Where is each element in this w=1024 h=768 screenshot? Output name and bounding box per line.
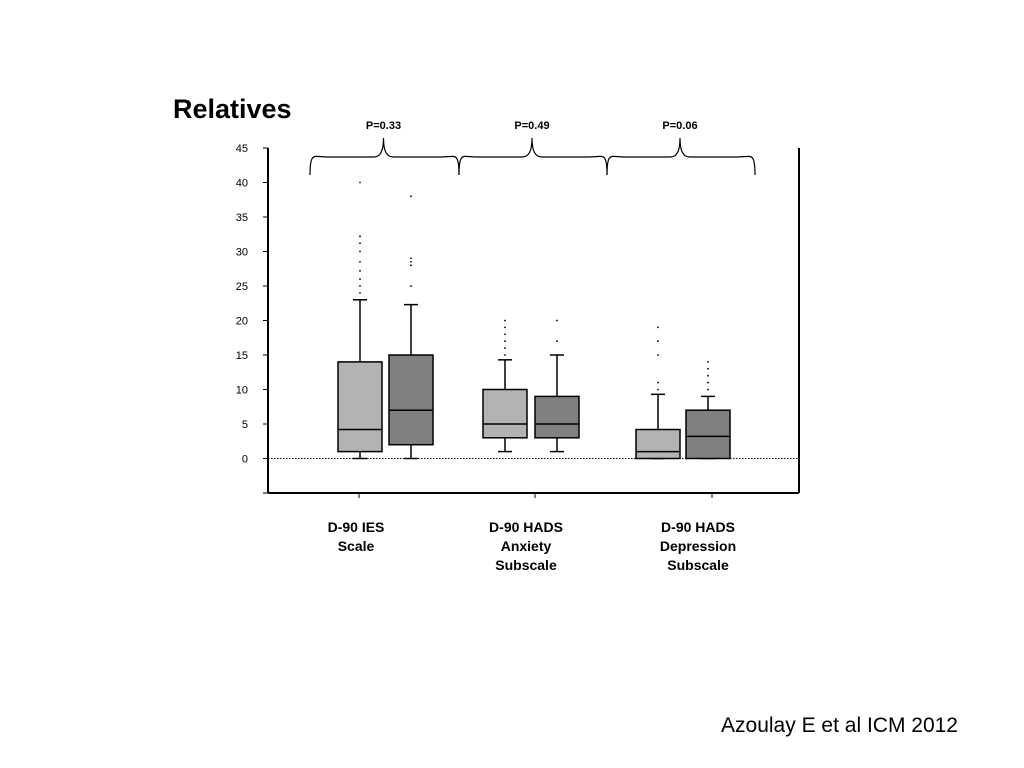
outlier-point <box>359 242 361 245</box>
outlier-point <box>707 381 709 384</box>
box-iqr <box>388 354 434 446</box>
y-tick-label: 35 <box>236 212 248 224</box>
outlier-point <box>657 381 659 384</box>
outlier-point <box>504 319 506 322</box>
outlier-point <box>707 374 709 377</box>
y-tick-label: 40 <box>236 178 248 190</box>
outlier-point <box>657 326 659 329</box>
outlier-point <box>359 292 361 294</box>
box-iqr <box>685 409 731 460</box>
outlier-point <box>504 333 506 336</box>
y-tick-label: 15 <box>236 350 248 362</box>
slide-title: Relatives <box>173 94 292 124</box>
outlier-point <box>359 278 361 280</box>
outlier-point <box>657 340 659 343</box>
outlier-point <box>359 250 361 253</box>
outlier-point <box>359 285 361 287</box>
category-label-hads-depression: D-90 HADS Depression Subscale <box>659 519 737 573</box>
outlier-point <box>410 264 412 267</box>
outlier-point <box>657 354 659 356</box>
p-value-label: P=0.49 <box>514 120 549 132</box>
box-iqr <box>534 395 580 439</box>
y-tick-label: 45 <box>236 143 248 155</box>
p-value-label: P=0.33 <box>366 120 401 132</box>
outlier-point <box>504 354 506 356</box>
comparison-brace <box>309 137 460 176</box>
y-tick-label: 5 <box>242 419 248 431</box>
outlier-point <box>556 319 558 322</box>
outlier-point <box>410 285 412 287</box>
comparison-brace <box>606 137 756 176</box>
y-tick-label: 25 <box>236 281 248 293</box>
outlier-point <box>410 195 412 198</box>
outlier-point <box>556 340 558 343</box>
outlier-point <box>359 181 361 184</box>
category-label-ies: D-90 IES Scale <box>327 519 385 554</box>
outlier-point <box>359 235 361 238</box>
outlier-point <box>707 361 709 363</box>
y-tick-label: 30 <box>236 247 248 259</box>
box-iqr <box>635 428 681 460</box>
comparison-brace <box>458 137 608 176</box>
box-iqr <box>337 361 383 453</box>
outlier-point <box>504 340 506 343</box>
outlier-point <box>359 269 361 272</box>
y-tick-label: 0 <box>242 454 248 466</box>
outlier-point <box>707 388 709 391</box>
citation: Azoulay E et al ICM 2012 <box>721 714 958 737</box>
outlier-point <box>504 326 506 329</box>
y-tick-label: 10 <box>236 385 248 397</box>
outlier-point <box>410 260 412 263</box>
outlier-point <box>410 257 412 260</box>
p-value-label: P=0.06 <box>662 120 697 132</box>
outlier-point <box>359 260 361 263</box>
outlier-point <box>707 367 709 370</box>
category-label-hads-anxiety: D-90 HADS Anxiety Subscale <box>489 519 563 573</box>
box-iqr <box>482 388 528 439</box>
y-tick-label: 20 <box>236 316 248 328</box>
outlier-point <box>504 347 506 349</box>
outlier-point <box>657 388 659 391</box>
